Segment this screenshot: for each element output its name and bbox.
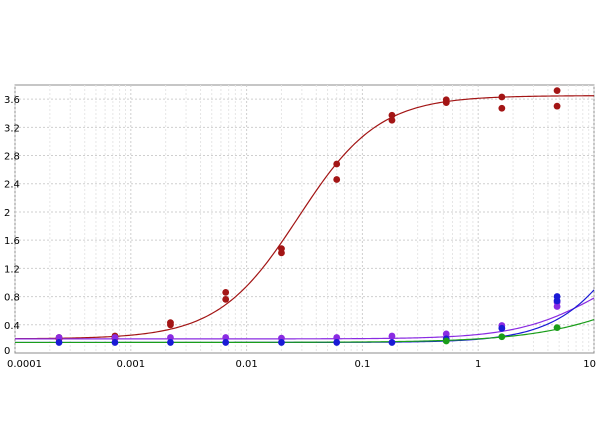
data-point-series-3 [498, 324, 506, 332]
y-tick-label: 3.2 [4, 123, 20, 134]
x-tick-label: 1 [475, 359, 481, 370]
x-tick-label: 0.1 [354, 359, 370, 370]
data-point-series-3 [553, 293, 561, 300]
data-point-series-1 [553, 87, 561, 95]
plot-area [14, 84, 595, 354]
data-point-series-2 [222, 334, 230, 341]
x-tick-label: 0.01 [235, 359, 257, 370]
data-point-series-4 [442, 337, 450, 345]
data-point-series-1 [388, 111, 396, 119]
y-tick-label: 0 [4, 346, 10, 357]
y-tick-label: 2 [4, 208, 10, 219]
data-point-series-2 [167, 334, 174, 341]
data-point-series-1 [278, 245, 285, 253]
data-point-series-2 [55, 334, 63, 341]
y-tick-label: 0.8 [4, 293, 20, 304]
data-point-series-1 [442, 96, 450, 104]
data-point-series-3 [55, 339, 63, 346]
fit-curve-1 [14, 95, 594, 340]
y-tick-label: 1.2 [4, 264, 20, 275]
data-point-series-1 [553, 102, 561, 110]
y-tick-label: 0.4 [4, 321, 20, 332]
data-point-series-1 [167, 319, 174, 327]
data-point-series-3 [111, 339, 119, 346]
data-point-series-2 [442, 330, 450, 338]
data-point-series-3 [278, 339, 285, 346]
data-point-series-4 [498, 333, 506, 341]
data-point-series-3 [167, 339, 174, 346]
y-axis-ticks: 0 0.4 0.8 1.2 1.6 2 2.4 2.8 3.2 3.6 [4, 95, 20, 357]
x-axis-ticks: 0.0001 0.001 0.01 0.1 1 10 [7, 359, 596, 370]
data-point-series-1 [498, 104, 506, 112]
data-point-series-2 [333, 334, 341, 341]
data-point-series-1 [222, 296, 230, 303]
data-point-series-1 [222, 288, 230, 296]
y-tick-label: 1.6 [4, 236, 20, 247]
data-point-series-1 [498, 93, 506, 101]
data-points [55, 87, 561, 346]
fit-curve-2 [15, 297, 595, 340]
data-point-series-2 [111, 334, 119, 341]
y-tick-label: 2.8 [4, 152, 20, 163]
grid-minor [49, 85, 590, 353]
data-point-series-3 [333, 339, 341, 346]
data-point-series-1 [333, 160, 341, 168]
y-tick-label: 2.4 [4, 180, 20, 191]
data-point-series-3 [388, 339, 396, 346]
x-tick-label: 0.0001 [7, 359, 42, 370]
data-point-series-4 [553, 324, 561, 332]
data-point-series-2 [388, 332, 396, 340]
grid-major [14, 85, 595, 353]
x-tick-label: 10 [583, 359, 596, 370]
y-tick-label: 3.6 [4, 95, 20, 106]
data-point-series-1 [388, 116, 396, 124]
fit-curve-4 [15, 319, 595, 344]
x-tick-label: 0.001 [116, 359, 145, 370]
fit-curves [14, 95, 595, 344]
data-point-series-1 [333, 176, 341, 183]
data-point-series-3 [222, 339, 230, 346]
